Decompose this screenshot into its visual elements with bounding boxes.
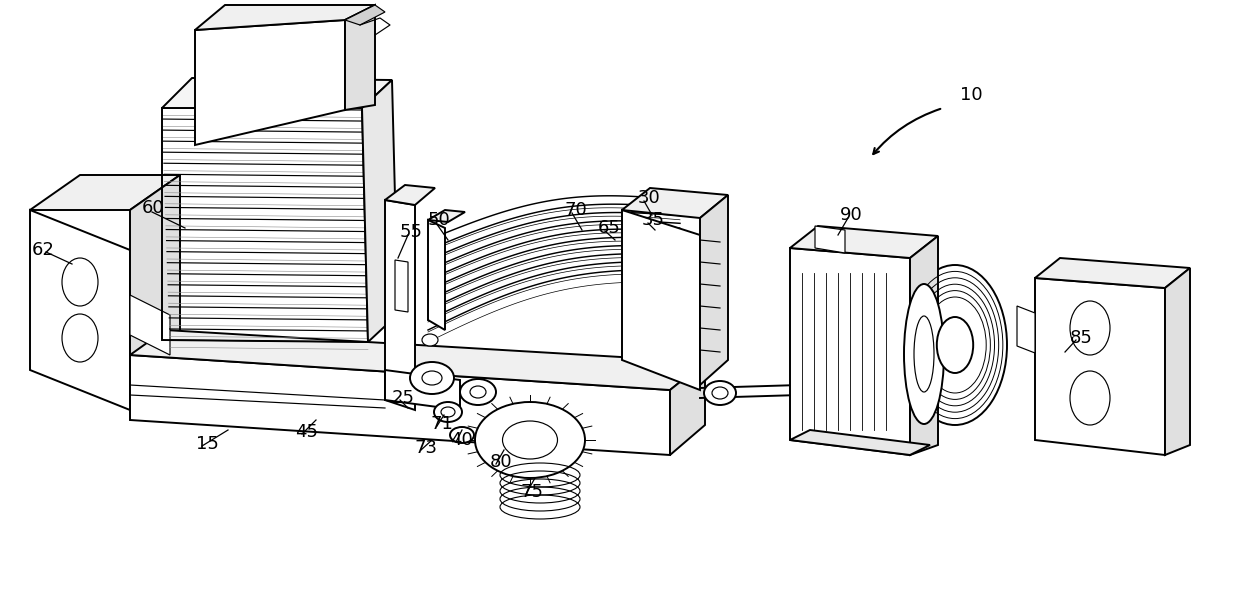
Text: 75: 75 [520, 483, 543, 501]
Text: 85: 85 [1070, 329, 1092, 347]
Polygon shape [670, 362, 706, 455]
Text: 15: 15 [196, 435, 219, 453]
Polygon shape [790, 430, 930, 455]
Ellipse shape [914, 316, 934, 392]
Ellipse shape [904, 284, 944, 424]
Text: 60: 60 [143, 199, 165, 217]
Polygon shape [701, 195, 728, 385]
Polygon shape [130, 330, 706, 390]
Ellipse shape [450, 427, 474, 443]
Polygon shape [790, 226, 937, 258]
Text: 30: 30 [639, 189, 661, 207]
Text: 45: 45 [295, 423, 317, 441]
Ellipse shape [410, 362, 454, 394]
Polygon shape [195, 20, 345, 145]
Ellipse shape [1070, 371, 1110, 425]
Ellipse shape [422, 334, 438, 346]
Ellipse shape [1070, 301, 1110, 355]
Text: 90: 90 [839, 206, 863, 224]
Ellipse shape [470, 386, 486, 398]
Polygon shape [384, 200, 415, 410]
Polygon shape [396, 260, 408, 312]
Polygon shape [362, 80, 398, 342]
Text: 73: 73 [415, 439, 438, 457]
Polygon shape [130, 355, 670, 455]
Ellipse shape [936, 317, 973, 373]
Text: 71: 71 [430, 415, 453, 433]
Ellipse shape [434, 402, 463, 422]
Polygon shape [195, 5, 374, 30]
Polygon shape [345, 5, 374, 110]
Polygon shape [910, 236, 937, 455]
Polygon shape [162, 78, 392, 108]
Text: 10: 10 [960, 86, 982, 104]
Polygon shape [1166, 268, 1190, 455]
Ellipse shape [62, 314, 98, 362]
Polygon shape [1035, 258, 1190, 288]
Ellipse shape [62, 258, 98, 306]
Ellipse shape [502, 421, 558, 459]
Polygon shape [815, 226, 844, 253]
Polygon shape [345, 5, 384, 25]
Text: 55: 55 [401, 223, 423, 241]
Text: 50: 50 [428, 211, 451, 229]
Polygon shape [428, 220, 445, 330]
Text: 80: 80 [490, 453, 512, 471]
Text: 70: 70 [564, 201, 587, 219]
Polygon shape [622, 210, 701, 390]
Polygon shape [1017, 306, 1035, 353]
Ellipse shape [903, 265, 1007, 425]
Polygon shape [130, 295, 170, 355]
Polygon shape [30, 175, 180, 210]
Text: 65: 65 [598, 219, 621, 237]
Ellipse shape [441, 407, 455, 417]
Ellipse shape [460, 379, 496, 405]
Text: 40: 40 [450, 431, 472, 449]
Polygon shape [384, 185, 435, 205]
Polygon shape [1035, 278, 1166, 455]
Polygon shape [622, 188, 728, 218]
Polygon shape [790, 248, 910, 455]
Ellipse shape [704, 381, 737, 405]
Ellipse shape [712, 387, 728, 399]
Polygon shape [384, 370, 460, 410]
Ellipse shape [422, 371, 441, 385]
Text: 35: 35 [642, 211, 665, 229]
Ellipse shape [475, 402, 585, 478]
Text: 25: 25 [392, 389, 415, 407]
Polygon shape [30, 210, 130, 410]
Polygon shape [130, 175, 180, 370]
Polygon shape [428, 210, 465, 222]
Text: 62: 62 [32, 241, 55, 259]
